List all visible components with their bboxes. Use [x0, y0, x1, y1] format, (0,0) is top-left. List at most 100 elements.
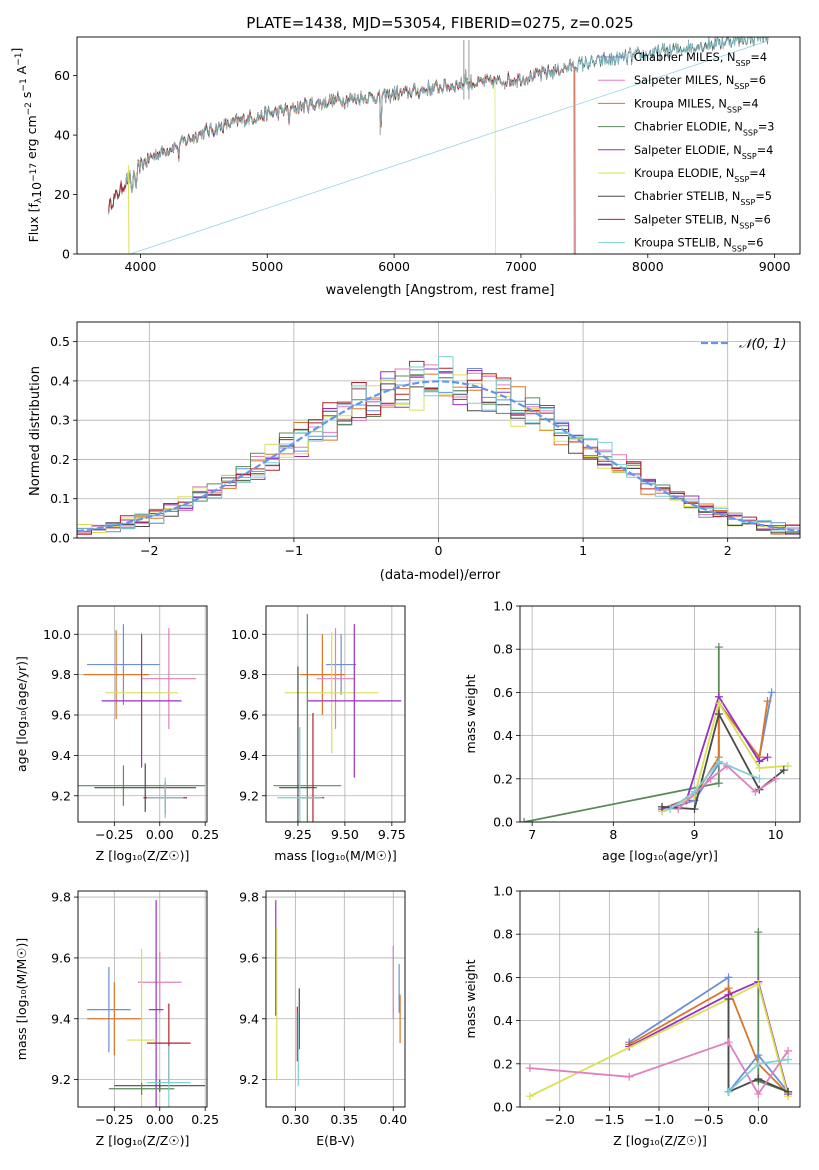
age-vs-mass-xlabel: mass [log₁₀(M/M☉)]: [274, 848, 396, 863]
age-vs-mass-points: [273, 614, 402, 822]
mass-vs-Z-panel: −0.25 0.00 0.25 9.2 9.4 9.6 9.8 Z [log₁₀(Z/Z☉)]…: [14, 890, 219, 1148]
x-tick-label: −1: [285, 543, 303, 558]
mass-vs-Z-ylabel: mass [log₁₀(M/M☉)]: [14, 938, 29, 1060]
series-marker-kroupa_miles: [763, 697, 772, 706]
series-marker-chabrier_elodie: [520, 818, 529, 822]
figure-title: PLATE=1438, MJD=53054, FIBERID=0275, z=0…: [246, 14, 633, 32]
series-marker-salpeter_miles: [751, 787, 760, 796]
massweight-vs-age-panel: 7 8 9 10 0.0 0.2 0.4 0.6 0.8 1.0 age [log₁₀(age/yr…: [463, 599, 801, 863]
series-marker-kroupa_stelib: [666, 805, 675, 814]
normal-curve: [77, 380, 800, 533]
y-tick-label: 0.6: [493, 685, 513, 700]
x-tick-label: 0.35: [330, 1112, 358, 1127]
y-tick-label: 9.2: [51, 788, 71, 803]
x-tick-label: 0.0: [748, 1112, 768, 1127]
massweight-vs-Z-ylabel: mass weight: [463, 959, 478, 1038]
x-tick-label: 0.40: [379, 1112, 407, 1127]
x-tick-label: −0.5: [693, 1112, 723, 1127]
x-tick-label: −1.5: [594, 1112, 624, 1127]
series-marker-kroupa_elodie: [525, 1092, 534, 1101]
series-line-kroupa_elodie: [529, 982, 789, 1098]
y-tick-label: 9.4: [51, 1011, 71, 1026]
y-tick-label: 9.4: [51, 748, 71, 763]
series-marker-kroupa_stelib: [690, 787, 699, 796]
axes-frame: [519, 890, 801, 1108]
series-marker-salpeter_miles: [724, 1038, 733, 1047]
x-tick-label: 7000: [505, 259, 537, 274]
x-tick-label: −0.25: [95, 1112, 133, 1127]
series-marker-kroupa_stelib: [784, 1055, 793, 1064]
y-tick-label: 0.5: [50, 334, 70, 349]
x-tick-label: 0.30: [281, 1112, 309, 1127]
histogram-kroupa_stelib: [77, 356, 800, 532]
massweight-vs-Z-panel: −2.0 −1.5 −1.0 −0.5 0.0 0.0 0.2 0.4 0.6 0.8 1.0 Z […: [463, 884, 801, 1148]
x-tick-label: 4000: [125, 259, 157, 274]
legend-entry-salpeter_elodie: Salpeter ELODIE, NSSP=4: [634, 144, 773, 161]
series-marker-kroupa_stelib: [714, 757, 723, 766]
x-tick-label: 8: [609, 827, 617, 842]
y-tick-label: 9.6: [51, 950, 71, 965]
series-marker-kroupa_elodie: [714, 699, 723, 708]
series-marker-chabrier_elodie: [714, 779, 723, 788]
series-marker-salpeter_miles: [525, 1064, 534, 1073]
series-marker-chabrier_stelib: [690, 805, 699, 814]
massweight-vs-Z-lines: [525, 928, 793, 1101]
spectrum-model-kroupa_elodie: [108, 70, 496, 254]
series-marker-kroupa_elodie: [754, 979, 763, 988]
series-marker-kroupa_elodie: [755, 764, 764, 772]
legend-entry-chabrier_stelib: Chabrier STELIB, NSSP=5: [634, 190, 772, 207]
y-tick-label: 9.4: [239, 748, 259, 763]
x-tick-label: 9.50: [331, 827, 359, 842]
x-tick-label: 0.00: [146, 827, 174, 842]
x-tick-label: 0: [435, 543, 443, 558]
axes-frame: [265, 605, 406, 823]
series-marker-salpeter_miles: [625, 1072, 634, 1081]
legend-entry-kroupa_miles: Kroupa MILES, NSSP=4: [634, 97, 759, 114]
legend-entry-salpeter_miles: Salpeter MILES, NSSP=6: [634, 74, 766, 91]
y-tick-label: 0.1: [50, 491, 70, 506]
axes-frame: [519, 605, 801, 823]
y-tick-label: 0: [62, 247, 70, 262]
series-marker-salpeter_miles: [784, 1046, 793, 1055]
age-vs-Z-ylabel: age [log₁₀(age/yr)]: [14, 656, 29, 772]
series-marker-salpeter_miles: [674, 805, 683, 814]
spectrum-ylabel: Flux [fλ10−17 erg cm−2 s−1 A−1]: [9, 48, 44, 243]
series-marker-chabrier_stelib: [754, 1074, 763, 1083]
legend-entry-chabrier_miles: Chabrier MILES, NSSP=4: [634, 51, 767, 68]
mass-vs-EBV-xlabel: E(B-V): [316, 1133, 355, 1148]
y-tick-label: 9.8: [51, 667, 71, 682]
series-marker-chabrier_stelib: [658, 802, 667, 811]
y-tick-label: 0.4: [493, 728, 513, 743]
residuals-ylabel: Normed distribution: [28, 366, 43, 496]
massweight-vs-age-xlabel: age [log₁₀(age/yr)]: [602, 848, 718, 863]
x-tick-label: 2: [724, 543, 732, 558]
massweight-vs-age-ylabel: mass weight: [463, 674, 478, 753]
y-tick-label: 9.8: [51, 890, 71, 905]
series-marker-salpeter_elodie: [763, 753, 772, 762]
x-tick-label: 9: [691, 827, 699, 842]
axes-frame: [76, 321, 801, 539]
y-tick-label: 0.0: [493, 815, 513, 830]
mass-vs-Z-xlabel: Z [log₁₀(Z/Z☉)]: [96, 1133, 190, 1148]
y-tick-label: 0.0: [493, 1100, 513, 1115]
x-tick-label: 0.25: [191, 1112, 219, 1127]
axes-frame: [265, 890, 406, 1108]
series-line-kroupa_miles: [628, 986, 789, 1095]
y-tick-label: 9.4: [239, 1011, 259, 1026]
x-tick-label: 1: [579, 543, 587, 558]
x-tick-label: 8000: [632, 259, 664, 274]
series-marker-chabrier_stelib: [714, 710, 723, 718]
series-marker-chabrier_miles: [767, 688, 776, 697]
series-marker-salpeter_miles: [754, 1090, 763, 1099]
axes-frame: [77, 890, 208, 1108]
y-tick-label: 9.6: [239, 950, 259, 965]
y-tick-label: 9.2: [51, 1072, 71, 1087]
x-tick-label: 10: [768, 827, 784, 842]
age-vs-Z-xlabel: Z [log₁₀(Z/Z☉)]: [96, 848, 190, 863]
series-marker-kroupa_elodie: [783, 761, 792, 770]
series-marker-chabrier_stelib: [779, 766, 788, 775]
x-tick-label: −2: [140, 543, 158, 558]
y-tick-label: 0.6: [493, 970, 513, 985]
y-tick-label: 1.0: [493, 599, 513, 614]
